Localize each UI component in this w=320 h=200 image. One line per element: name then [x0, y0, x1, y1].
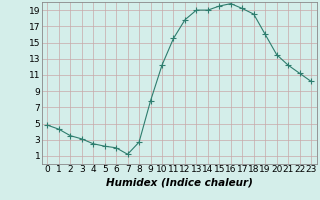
X-axis label: Humidex (Indice chaleur): Humidex (Indice chaleur): [106, 177, 252, 187]
